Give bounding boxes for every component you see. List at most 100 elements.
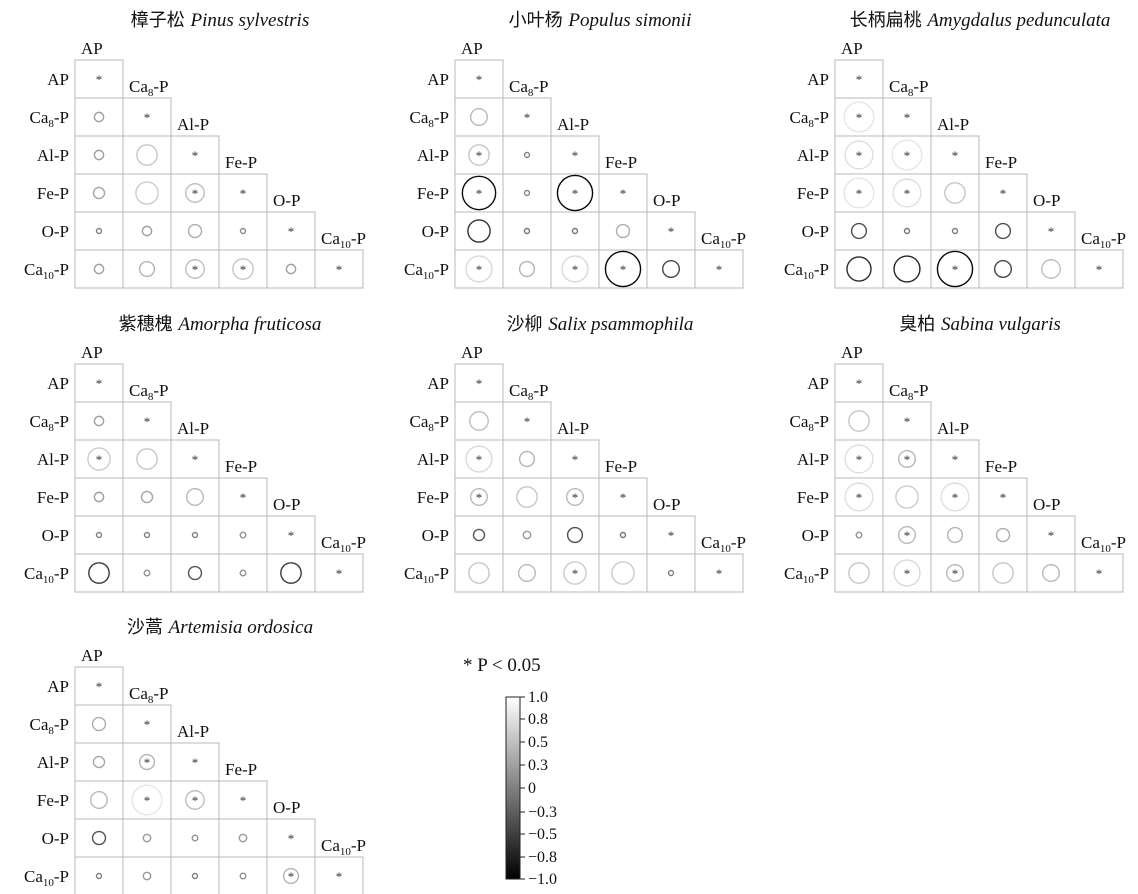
corr-circle: [95, 227, 103, 235]
panel-amygdalus-pedunculata: 长柄扁桃 Amygdalus pedunculata AP Ca8-P Al-P Fe-…: [784, 10, 1126, 289]
row-label-fe-p: Fe-P: [37, 791, 69, 810]
grid-cell: [74, 742, 124, 782]
col-label-ap: AP: [81, 39, 103, 58]
corr-circle: [661, 259, 681, 279]
row-label-fe-p: Fe-P: [797, 488, 829, 507]
grid-cell: [502, 553, 552, 593]
grid-cell: [74, 401, 124, 441]
corr-circle: [992, 562, 1014, 584]
row-label-o-p: O-P: [802, 526, 829, 545]
grid-cell: [834, 135, 884, 175]
sig-mark: *: [904, 528, 911, 543]
diag-sig-mark: *: [476, 376, 483, 391]
sig-mark: *: [904, 452, 911, 467]
grid-cell: [266, 818, 316, 858]
grid-cell: [550, 439, 600, 479]
corr-circle: [239, 569, 247, 577]
row-label-fe-p: Fe-P: [417, 184, 449, 203]
row-label-ap: AP: [427, 374, 449, 393]
row-label-al-p: Al-P: [417, 450, 449, 469]
corr-circle: [843, 101, 875, 133]
corr-circle: [615, 223, 631, 239]
diag-sig-mark: *: [240, 490, 247, 505]
grid-cell: [74, 97, 124, 137]
col-label-fe-p: Fe-P: [985, 457, 1017, 476]
panel-title-latin: Pinus sylvestris: [189, 10, 309, 31]
grid-cell: [74, 439, 124, 479]
row-label-fe-p: Fe-P: [417, 488, 449, 507]
grid-cell: [266, 211, 316, 251]
grid-cell: [834, 515, 884, 555]
diag-sig-mark: *: [620, 490, 627, 505]
sig-mark: *: [476, 490, 483, 505]
grid-cell: [694, 553, 744, 593]
grid-cell: [598, 173, 648, 213]
corr-circle: [143, 531, 151, 539]
corr-circle: [571, 227, 579, 235]
grid-cell: [218, 515, 268, 555]
grid-cell: [978, 477, 1028, 517]
corr-circle: [142, 871, 152, 881]
corr-circle: [517, 563, 537, 583]
grid-cell: [170, 515, 220, 555]
grid-cell: [646, 553, 696, 593]
diag-sig-mark: *: [288, 831, 295, 846]
corr-circle: [891, 139, 923, 171]
corr-circle: [844, 482, 874, 512]
col-label-ap: AP: [461, 343, 483, 362]
corr-circle: [280, 562, 302, 584]
grid-cell: [122, 818, 172, 858]
col-label-ca10-p: Ca10-P: [701, 533, 746, 555]
row-label-ap: AP: [427, 70, 449, 89]
col-label-fe-p: Fe-P: [225, 457, 257, 476]
corr-circle: [185, 259, 205, 279]
corr-circle: [187, 223, 203, 239]
col-label-ap: AP: [81, 646, 103, 665]
grid-cell: [218, 780, 268, 820]
corr-circle: [465, 255, 493, 283]
colorbar-tick-label: −0.3: [528, 804, 557, 821]
sig-mark: *: [572, 262, 579, 277]
grid-cell: [218, 553, 268, 593]
row-label-o-p: O-P: [42, 222, 69, 241]
grid-cell: [978, 515, 1028, 555]
panel-title-latin: Artemisia ordosica: [167, 617, 313, 638]
grid-cell: [598, 515, 648, 555]
grid-cell: [454, 401, 504, 441]
panel-amorpha-fruticosa: 紫穗槐 Amorpha fruticosa AP Ca8-P Al-P Fe-P O-P C…: [24, 314, 366, 593]
corr-circle: [951, 227, 959, 235]
corr-circle: [895, 485, 919, 509]
grid-cell: [502, 173, 552, 213]
col-label-ca10-p: Ca10-P: [321, 229, 366, 251]
corr-circle: [619, 531, 627, 539]
sig-mark: *: [240, 262, 247, 277]
grid-cell: [930, 515, 980, 555]
grid-cell: [314, 249, 364, 289]
row-label-ca10-p: Ca10-P: [784, 564, 829, 586]
grid-cell: [1026, 249, 1076, 289]
corr-circle: [518, 260, 536, 278]
grid-cell: [266, 249, 316, 289]
diag-sig-mark: *: [1000, 490, 1007, 505]
corr-circle: [93, 111, 105, 123]
col-label-al-p: Al-P: [177, 419, 209, 438]
grid-cell: [834, 363, 884, 403]
grid-cell: [74, 553, 124, 593]
diag-sig-mark: *: [1048, 528, 1055, 543]
row-label-fe-p: Fe-P: [37, 184, 69, 203]
grid-cell: [882, 173, 932, 213]
corr-circle: [844, 140, 874, 170]
col-label-fe-p: Fe-P: [605, 153, 637, 172]
diag-sig-mark: *: [336, 566, 343, 581]
grid-cell: [502, 401, 552, 441]
row-label-ca8-p: Ca8-P: [29, 412, 69, 434]
col-label-ca10-p: Ca10-P: [321, 836, 366, 858]
sig-mark: *: [572, 566, 579, 581]
corr-circle: [87, 447, 111, 471]
panel-title-cn: 小叶杨: [509, 10, 569, 31]
grid-cell: [122, 211, 172, 251]
diag-sig-mark: *: [1048, 224, 1055, 239]
diag-sig-mark: *: [620, 186, 627, 201]
colorbar-tick-label: −0.5: [528, 826, 557, 843]
